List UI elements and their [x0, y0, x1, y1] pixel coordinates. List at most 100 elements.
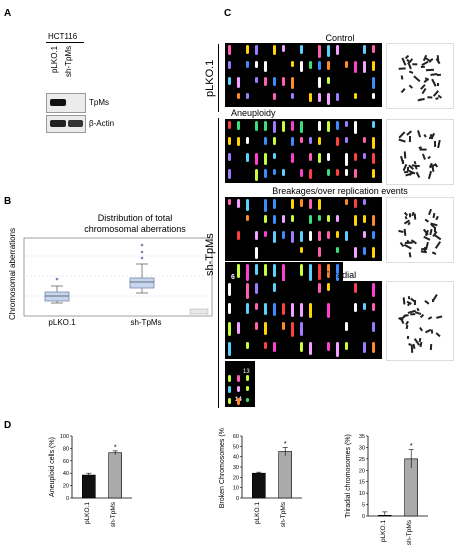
y-axis-label: Broken Chromosomes (%) [219, 428, 226, 508]
chromosome [228, 302, 231, 314]
chromosome [336, 247, 339, 254]
x-tick-label: sh-TpMs [110, 501, 117, 527]
metaphase-chromosome [428, 137, 434, 140]
chromosome [282, 121, 285, 132]
y-tick-label: 20 [233, 475, 239, 481]
y-axis-label: Triradial chromosomes (%) [345, 434, 352, 518]
metaphase-chromosome [431, 79, 437, 87]
y-tick-label: 40 [63, 471, 69, 477]
chromosome [372, 121, 375, 128]
chromosome [327, 231, 330, 240]
chromosome [228, 397, 231, 404]
chromosome [273, 283, 276, 293]
metaphase-chromosome [408, 136, 412, 143]
chromosome [309, 341, 312, 356]
chromosome [309, 169, 312, 180]
x-tick-label: pLKO.1 [380, 520, 387, 542]
metaphase-chromosome [436, 83, 439, 87]
chromosome [282, 302, 285, 316]
chromosome [363, 341, 366, 354]
chromosome [309, 137, 312, 145]
chromosome [228, 322, 231, 336]
chromosome [354, 215, 357, 227]
metaphase-chromosome [416, 307, 421, 312]
boxplot-title-line2: chromosomal aberrations [84, 224, 186, 234]
chromosome [336, 121, 339, 130]
metaphase-chromosome [435, 332, 441, 338]
y-tick-label: 0 [362, 514, 365, 520]
band-actin-shtpms [68, 120, 83, 127]
metaphase-chromosome [428, 209, 433, 216]
significance-star: * [284, 441, 287, 448]
chromosome [291, 231, 294, 243]
breakage-inset-label: 6 [231, 274, 235, 281]
chromosome [345, 341, 348, 350]
chromosome [300, 341, 303, 352]
chromosome [345, 231, 348, 242]
metaphase-chromosome [413, 214, 416, 220]
chromosome [372, 322, 375, 332]
chromosome [309, 215, 312, 224]
chromosome [237, 121, 240, 131]
chromosome [327, 77, 330, 85]
chromosome [264, 199, 267, 212]
chromosome [309, 264, 312, 281]
chromosome [372, 93, 375, 99]
chromosome [318, 61, 321, 70]
metaphase-chromosome [413, 75, 421, 82]
chromosome [300, 302, 303, 317]
group-label-knockdown: sh-TpMs [204, 233, 216, 277]
metaphase-chromosome [435, 216, 440, 221]
chromosome [255, 283, 258, 294]
boxplot-xtick-plko: pLKO.1 [48, 318, 76, 327]
chromosome [246, 93, 249, 100]
chromosome [282, 264, 285, 283]
chromosome [372, 137, 375, 149]
chromosome [291, 93, 294, 100]
metaphase-chromosome [412, 344, 416, 350]
y-tick-label: 40 [233, 455, 239, 461]
chromosome [372, 231, 375, 240]
chromosome [336, 231, 339, 239]
chromosome [363, 302, 366, 311]
y-tick-label: 10 [233, 486, 239, 492]
chromosome [246, 397, 249, 403]
chromosome [255, 231, 258, 240]
chromosome [354, 283, 357, 293]
y-tick-label: 15 [359, 480, 365, 486]
chromosome [237, 199, 240, 208]
chromosome [363, 215, 366, 223]
metaphase-chromosome [406, 336, 410, 340]
chromosome [255, 322, 258, 331]
metaphase-control [386, 43, 454, 109]
boxplot-legend-chip [189, 308, 209, 315]
chromosome [300, 169, 303, 178]
chromosome [372, 341, 375, 354]
metaphase-chromosome [435, 97, 439, 100]
chromosome [354, 199, 357, 209]
chromosome [309, 93, 312, 102]
chromosome [255, 302, 258, 310]
chromosome [336, 45, 339, 55]
chromosome [336, 93, 339, 101]
metaphase-chromosome [424, 299, 430, 305]
boxplot-ylabel: Chromosomal aberrations [8, 227, 17, 320]
panel-label-a: A [4, 8, 12, 19]
metaphase-chromosome [397, 138, 406, 143]
y-tick-label: 5 [362, 503, 365, 509]
chromosome [327, 264, 330, 279]
chromosome [318, 283, 321, 293]
chromosome [228, 45, 231, 55]
metaphase-chromosome [408, 63, 413, 70]
chromosome [237, 374, 240, 383]
chromosome [327, 61, 330, 70]
chromosome [264, 264, 267, 276]
chromosome [300, 264, 303, 276]
chromosome [291, 322, 294, 337]
chromosome [327, 93, 330, 106]
chromosome [264, 231, 267, 238]
chromosome [345, 153, 348, 166]
chromosome [273, 93, 276, 100]
metaphase-triradial [386, 281, 454, 361]
band-actin-plko [50, 120, 66, 127]
